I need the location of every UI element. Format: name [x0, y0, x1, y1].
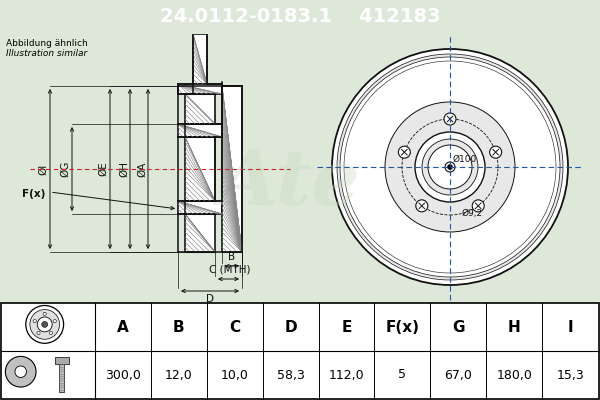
Circle shape [415, 132, 485, 202]
Text: Illustration similar: Illustration similar [6, 49, 87, 58]
Circle shape [416, 200, 428, 212]
Bar [178, 201, 222, 214]
Text: I: I [567, 320, 573, 334]
Circle shape [33, 320, 37, 323]
Text: B: B [229, 252, 236, 262]
Circle shape [37, 317, 52, 332]
Text: Ate: Ate [219, 147, 361, 221]
Text: 10,0: 10,0 [221, 368, 248, 382]
Bar [59, 364, 64, 392]
Text: 300,0: 300,0 [105, 368, 141, 382]
Text: F(x): F(x) [385, 320, 419, 334]
Circle shape [398, 146, 410, 158]
Bar [222, 86, 242, 252]
Circle shape [43, 312, 46, 316]
Text: 58,3: 58,3 [277, 368, 305, 382]
Text: ØI: ØI [38, 163, 48, 175]
Circle shape [42, 322, 47, 327]
Text: 180,0: 180,0 [496, 368, 532, 382]
Text: 15,3: 15,3 [556, 368, 584, 382]
Text: F(x): F(x) [22, 189, 46, 199]
Text: ØG: ØG [60, 161, 70, 177]
Text: ØH: ØH [119, 161, 129, 177]
Text: H: H [508, 320, 521, 334]
Bar [178, 124, 222, 137]
Text: 5: 5 [398, 368, 406, 382]
Text: 12,0: 12,0 [165, 368, 193, 382]
Bar [185, 137, 215, 201]
Circle shape [5, 356, 36, 387]
Text: Abbildung ähnlich: Abbildung ähnlich [6, 39, 88, 48]
Text: D: D [284, 320, 297, 334]
Text: C (MTH): C (MTH) [209, 265, 251, 275]
Circle shape [26, 306, 64, 343]
Text: Ø9,2: Ø9,2 [461, 209, 482, 218]
Bar [193, 34, 207, 84]
Text: 67,0: 67,0 [445, 368, 472, 382]
Circle shape [444, 113, 456, 125]
Circle shape [344, 61, 556, 273]
Text: G: G [452, 320, 464, 334]
Text: C: C [229, 320, 240, 334]
Circle shape [422, 139, 478, 195]
Text: ØA: ØA [137, 161, 147, 177]
Circle shape [15, 366, 26, 378]
Text: 112,0: 112,0 [329, 368, 364, 382]
Text: E: E [341, 320, 352, 334]
Bar [178, 86, 222, 252]
Circle shape [472, 200, 484, 212]
Text: A: A [117, 320, 129, 334]
Text: 24.0112-0183.1    412183: 24.0112-0183.1 412183 [160, 8, 440, 26]
Circle shape [428, 145, 472, 189]
Circle shape [490, 146, 502, 158]
Text: Ø100: Ø100 [453, 155, 477, 164]
Circle shape [53, 320, 56, 323]
Bar [185, 94, 215, 124]
Circle shape [37, 331, 40, 334]
Circle shape [332, 49, 568, 285]
Circle shape [445, 162, 455, 172]
Circle shape [337, 54, 563, 280]
Bar [55, 357, 69, 364]
Circle shape [385, 102, 515, 232]
Text: ØE: ØE [98, 162, 108, 176]
Bar [178, 84, 222, 94]
Text: B: B [173, 320, 185, 334]
Circle shape [448, 164, 452, 170]
Circle shape [49, 331, 53, 334]
Bar [185, 214, 215, 252]
Circle shape [340, 57, 560, 277]
Circle shape [30, 310, 59, 339]
Text: D: D [206, 294, 214, 304]
